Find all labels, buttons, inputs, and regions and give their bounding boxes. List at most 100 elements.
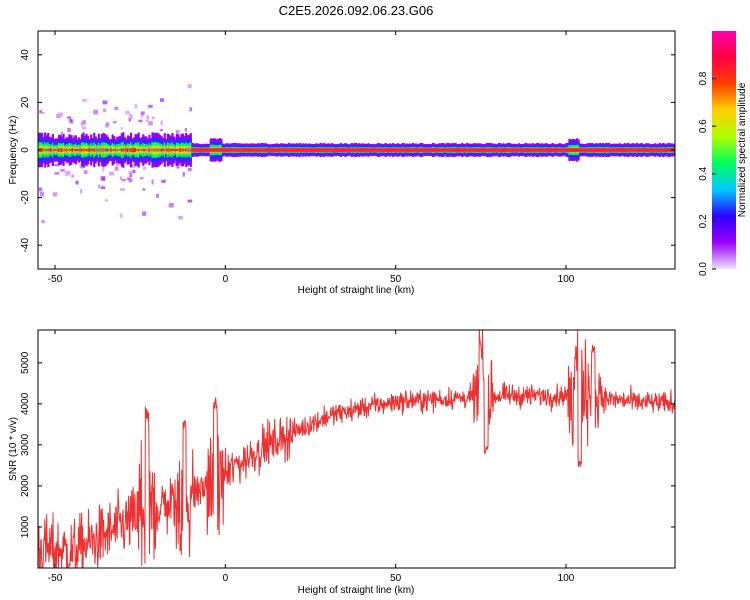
x-tick-label: 50	[390, 573, 402, 584]
snr-panel: -50 0 50 100 1000 2000 3000 4000 5000 Height of …	[8, 329, 676, 596]
spectrogram-noise-cell	[127, 177, 130, 181]
y-tick-label: 3000	[20, 433, 31, 456]
spectrogram-noise-cell	[38, 187, 43, 192]
colorbar-label: Normalized spectral amplitude	[737, 82, 748, 217]
spectrogram-ticks: -50 0 50 100 -40 -20 0 20 40	[20, 31, 675, 285]
spectrogram-noise-cell	[182, 171, 185, 177]
spectrogram-noise-cell	[175, 130, 180, 134]
spectrogram-noise-cell	[82, 119, 86, 125]
colorbar-gradient	[712, 31, 736, 269]
spectrogram-noise-cell	[124, 110, 130, 115]
spectrogram-noise-cell	[84, 170, 88, 174]
spectrogram-noise-cell	[142, 211, 147, 216]
spectrogram-noise-cell	[102, 108, 107, 113]
spectrogram-noise-cell	[39, 110, 43, 114]
colorbar-tick-label: 0.2	[698, 214, 709, 228]
spectrogram-noise-cell	[151, 179, 154, 185]
spectrogram-noise-cell	[159, 128, 164, 132]
spectrogram-noise-cell	[97, 184, 101, 189]
snr-ylabel: SNR (10 * v/v)	[8, 417, 19, 481]
spectrogram-ylabel: Frequency (Hz)	[8, 116, 19, 185]
y-tick-label: 2000	[20, 474, 31, 497]
spectrogram-noise-cell	[161, 179, 166, 183]
y-tick-label: 5000	[20, 351, 31, 374]
spectrogram-noise-cell	[142, 188, 146, 191]
spectrogram-noise-cell	[176, 166, 180, 169]
spectrogram-noise-cell	[119, 213, 123, 218]
spectrogram-noise-cell	[121, 178, 127, 182]
figure-title: C2E5.2026.092.06.23.G06	[279, 3, 434, 18]
colorbar-tick-label: 0.6	[698, 119, 709, 133]
spectrogram-noise-cell	[100, 186, 106, 189]
spectrogram-noise-cell	[114, 106, 119, 111]
spectrogram-noise-cell	[56, 113, 61, 119]
x-tick-label: 50	[390, 274, 402, 285]
y-tick-label: 0	[20, 147, 31, 153]
colorbar-tick-label: 0.4	[698, 166, 709, 180]
spectrogram-noise-cell	[39, 191, 45, 197]
snr-xlabel: Height of straight line (km)	[298, 585, 415, 596]
spectrogram-noise-cell	[138, 119, 143, 123]
spectrogram-noise-cell	[64, 171, 69, 176]
spectrogram-noise-cell	[115, 162, 119, 167]
spectrogram-noise-cell	[41, 111, 45, 115]
spectrogram-noise-cell	[41, 219, 45, 224]
spectrogram-noise-cell	[69, 118, 73, 123]
spectrogram-noise-cell	[187, 84, 192, 89]
spectrogram-noise-cell	[120, 127, 123, 130]
x-tick-label: 0	[223, 573, 229, 584]
spectrogram-noise-cell	[102, 100, 108, 105]
spectrogram-noise-cell	[52, 192, 57, 197]
spectrogram-noise-cell	[189, 107, 192, 112]
spectrogram-noise-cell	[145, 119, 149, 122]
x-tick-label: 100	[558, 274, 575, 285]
spectrogram-noise-cell	[128, 113, 132, 117]
spectrogram-noise-cell	[146, 115, 149, 120]
spectrogram-noise-cell	[168, 203, 174, 208]
snr-ticks: -50 0 50 100 1000 2000 3000 4000 5000	[20, 330, 675, 584]
spectrogram-noise-cell	[187, 199, 193, 203]
spectrogram-noise-cell	[109, 171, 114, 176]
spectrogram-noise-cell	[148, 121, 153, 126]
spectrogram-panel: -50 0 50 100 -40 -20 0 20 40 Height of straight …	[8, 30, 676, 296]
spectrogram-noise-cell	[54, 164, 59, 167]
x-tick-label: 0	[223, 274, 229, 285]
spectrogram-noise-cell	[79, 165, 84, 169]
spectrogram-noise-cell	[148, 104, 153, 108]
spectrogram-noise-cell	[159, 98, 165, 102]
spectrogram-noise-cell	[114, 167, 119, 171]
spectrogram-noise-cell	[105, 199, 109, 202]
y-tick-label: 20	[20, 96, 31, 108]
y-tick-label: 1000	[20, 515, 31, 538]
spectrogram-noise-cell	[60, 168, 65, 172]
spectrogram-noise-cell	[178, 215, 183, 220]
snr-frame	[37, 329, 676, 569]
spectrogram-noise-cell	[80, 189, 83, 194]
y-tick-label: -40	[20, 238, 31, 253]
spectrogram-noise-cell	[132, 169, 136, 174]
y-tick-label: 40	[20, 49, 31, 61]
spectrogram-noise-cell	[58, 112, 64, 117]
spectrogram-noise-cell	[140, 177, 144, 180]
spectrogram-noise-cell	[129, 172, 133, 178]
colorbar: 0.0 0.2 0.4 0.6 0.8 Normalized spectral ampl…	[698, 31, 748, 276]
spectrogram-noise-cell	[54, 172, 60, 175]
spectrogram-noise-cell	[155, 193, 160, 198]
spectrogram-noise-cell	[128, 170, 132, 173]
spectrogram-noise-cell	[160, 120, 163, 126]
colorbar-tick-label: 0.0	[698, 262, 709, 276]
spectrogram-noise-cell	[102, 177, 106, 181]
spectrogram-noise-cell	[184, 127, 187, 132]
y-tick-label: -20	[20, 190, 31, 205]
spectrogram-noise-cell	[119, 176, 122, 180]
spectrogram-noise-cell	[142, 166, 147, 171]
snr-marks	[38, 330, 675, 568]
spectrogram-noise-cell	[128, 178, 133, 183]
spectrogram-noise-cell	[75, 180, 79, 185]
spectrogram-noise-cell	[151, 116, 155, 120]
y-tick-label: 4000	[20, 392, 31, 415]
spectrogram-marks	[38, 31, 675, 269]
spectrogram-noise-cell	[60, 131, 64, 136]
spectrogram-noise-cell	[102, 167, 105, 172]
